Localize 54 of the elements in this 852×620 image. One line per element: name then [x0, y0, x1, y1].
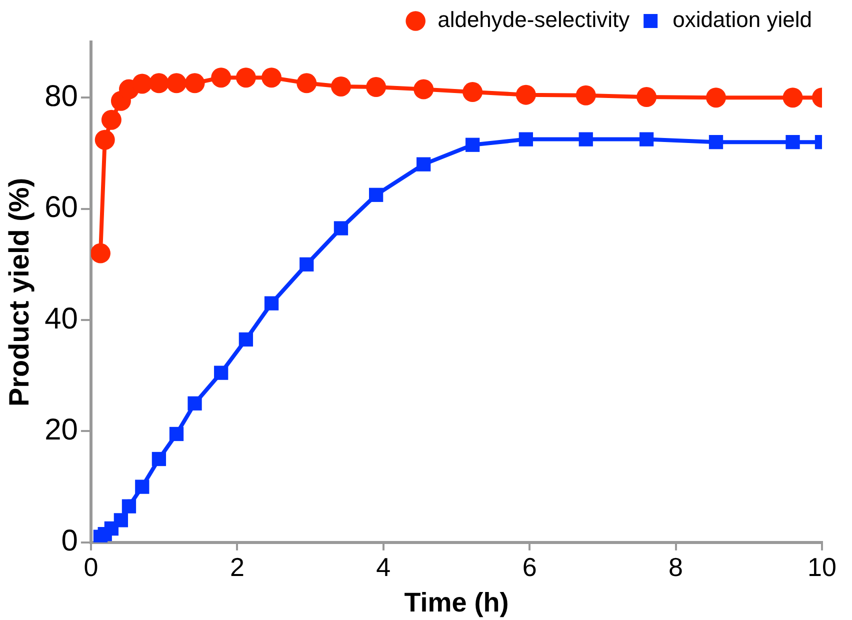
- point: [264, 296, 279, 310]
- point: [782, 88, 803, 108]
- x-tick-label: 0: [84, 552, 98, 582]
- point: [90, 243, 110, 264]
- point: [578, 132, 593, 146]
- point: [188, 396, 202, 410]
- point: [94, 130, 115, 150]
- legend-label: oxidation yield: [672, 7, 812, 32]
- point: [101, 110, 122, 130]
- point: [166, 73, 186, 94]
- point: [148, 73, 169, 94]
- x-tick-label: 2: [230, 552, 244, 582]
- y-tick-label: 40: [44, 302, 78, 336]
- y-tick-label: 0: [61, 524, 78, 558]
- point: [238, 332, 254, 347]
- point: [114, 513, 128, 528]
- point: [636, 87, 657, 108]
- point: [465, 138, 480, 152]
- point: [214, 366, 228, 380]
- point: [184, 73, 205, 94]
- point: [334, 221, 348, 236]
- point: [708, 135, 724, 150]
- x-tick-label: 10: [808, 552, 836, 582]
- point: [786, 135, 800, 150]
- point: [576, 85, 596, 106]
- point: [518, 132, 534, 146]
- point: [330, 76, 351, 96]
- point: [152, 452, 166, 466]
- point: [262, 68, 282, 88]
- point: [135, 480, 150, 494]
- point: [706, 88, 726, 108]
- x-tick-label: 4: [376, 552, 391, 582]
- legend-label: aldehyde-selectivity: [438, 7, 630, 32]
- point: [366, 77, 386, 98]
- point: [122, 499, 136, 514]
- x-axis-title: Time (h): [404, 587, 509, 618]
- point: [416, 157, 431, 172]
- y-tick-label: 60: [44, 191, 78, 224]
- point: [169, 426, 184, 442]
- point: [211, 68, 232, 88]
- point: [236, 68, 256, 88]
- point: [462, 82, 483, 102]
- point: [132, 74, 152, 94]
- x-tick-label: 8: [668, 552, 684, 582]
- point: [516, 84, 536, 105]
- point: [296, 73, 317, 94]
- y-tick-label: 20: [44, 413, 78, 446]
- point: [300, 257, 314, 272]
- point: [639, 132, 654, 146]
- y-axis-title: Product yield (%): [4, 178, 35, 407]
- point: [414, 79, 434, 100]
- x-tick-label: 6: [522, 552, 537, 582]
- y-tick-label: 80: [44, 80, 78, 113]
- point: [369, 188, 384, 202]
